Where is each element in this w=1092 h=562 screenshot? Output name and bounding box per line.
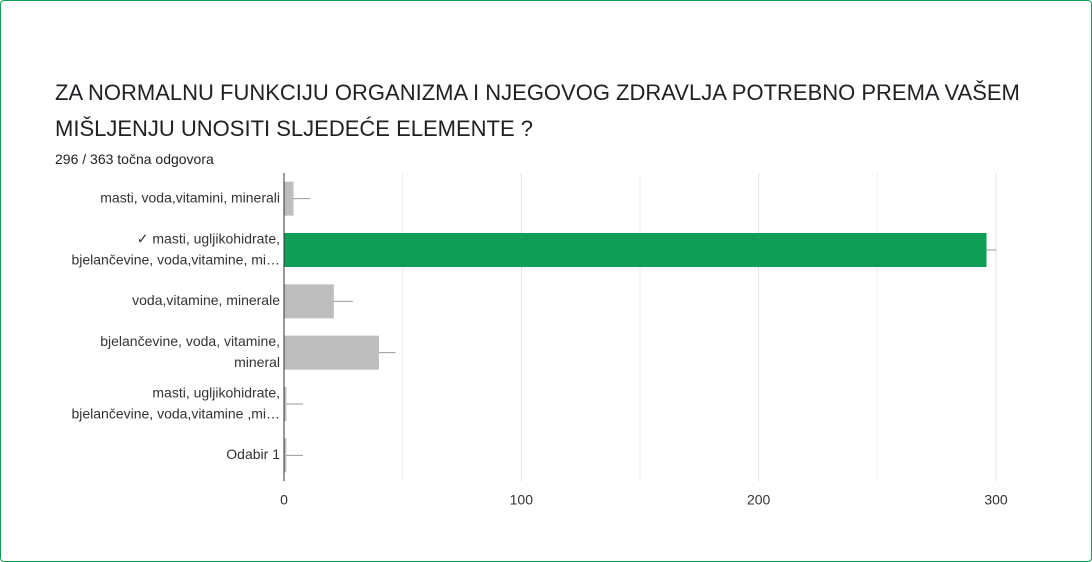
y-tick-label: bjelančevine, voda, vitamine, mineral [100,333,280,370]
y-tick-label: Odabir 1 [226,446,280,462]
chart-title: ZA NORMALNU FUNKCIJU ORGANIZMA I NJEGOVO… [55,80,1020,141]
bar [284,233,987,267]
bar [284,335,379,370]
y-tick-label: masti, voda,vitamini, minerali [100,189,280,205]
bar [284,284,334,319]
y-tick-label: masti, ugljikohidrate, bjelančevine, voda… [71,384,280,421]
chart-subtitle: 296 / 363 točna odgovora [55,151,214,167]
y-tick-label: ✓ masti, ugljikohidrate, bjelančevine, vo… [71,230,280,267]
y-tick-label: voda,vitamine, minerale [132,292,280,308]
x-tick-label: 100 [510,492,534,508]
bar [284,438,287,473]
x-tick-label: 200 [747,492,771,508]
bar [284,387,287,421]
bar [284,181,294,216]
x-tick-label: 300 [984,492,1008,508]
x-tick-label: 0 [280,492,288,508]
